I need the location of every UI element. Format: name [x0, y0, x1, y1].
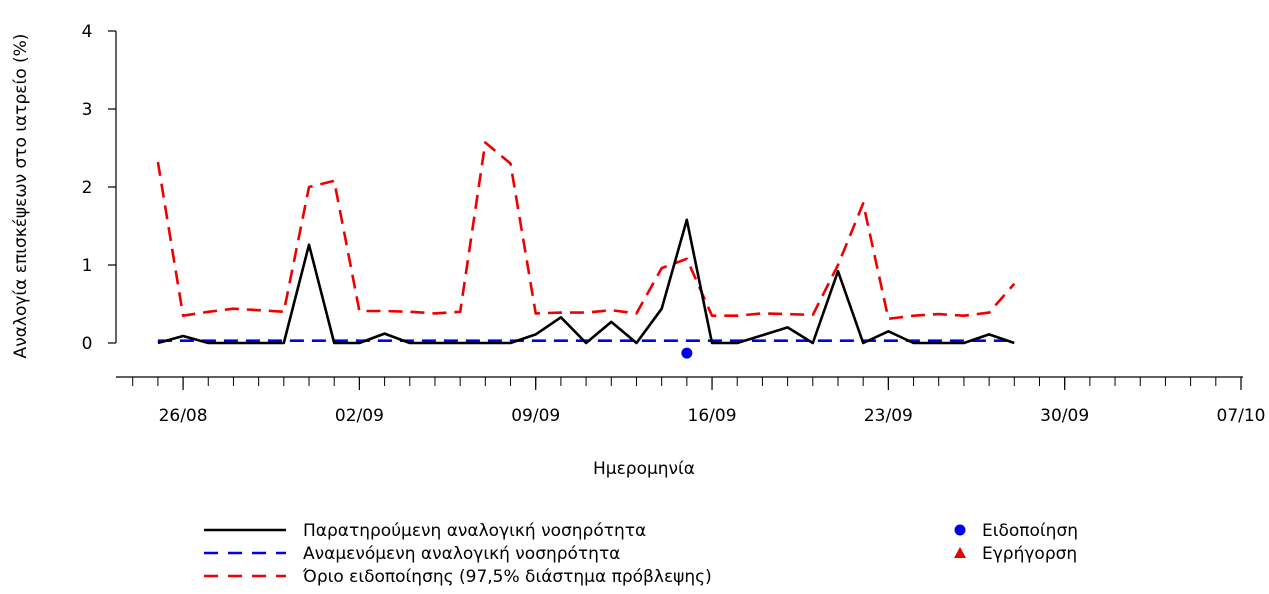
marker-layer [681, 347, 693, 359]
series-line-0 [157, 218, 1015, 345]
x-tick-label: 30/09 [1040, 406, 1089, 426]
legend-label-1: Αναμενόμενη αναλογική νοσηρότητα [303, 544, 620, 564]
x-tick-label: 07/10 [1217, 406, 1266, 426]
y-tick-label: 2 [82, 178, 93, 198]
y-tick-label: 4 [82, 22, 93, 42]
legend-marker-label-0: Ειδοποίηση [982, 521, 1078, 541]
x-tick-label: 23/09 [864, 406, 913, 426]
legend: Παρατηρούμενη αναλογική νοσηρότητα Αναμεν… [204, 521, 1078, 587]
x-axis-title: Ημερομηνία [593, 459, 695, 479]
x-axis: 26/08 02/09 09/09 16/09 23/09 30/09 07/10 [116, 376, 1266, 426]
series-layer [156, 141, 1016, 345]
legend-symbol-alert [954, 524, 966, 536]
y-tick-label: 0 [82, 334, 93, 354]
legend-label-2: Όριο ειδοποίησης (97,5% διάστημα πρόβλεψ… [302, 567, 712, 587]
x-tick-label: 26/08 [159, 406, 208, 426]
y-axis-title: Αναλογία επισκέψεων στο ιατρείο (%) [11, 34, 31, 359]
series-line-2 [156, 141, 1016, 321]
legend-symbol-warning [954, 547, 966, 558]
x-tick-label: 09/09 [511, 406, 560, 426]
legend-marker-label-1: Εγρήγορση [982, 544, 1077, 564]
y-axis: 0 1 2 3 4 [82, 22, 117, 354]
y-tick-label: 3 [82, 100, 93, 120]
y-tick-label: 1 [82, 256, 93, 276]
legend-label-0: Παρατηρούμενη αναλογική νοσηρότητα [303, 521, 646, 541]
x-tick-label: 16/09 [688, 406, 737, 426]
x-tick-label: 02/09 [335, 406, 384, 426]
alert-marker [681, 347, 693, 359]
